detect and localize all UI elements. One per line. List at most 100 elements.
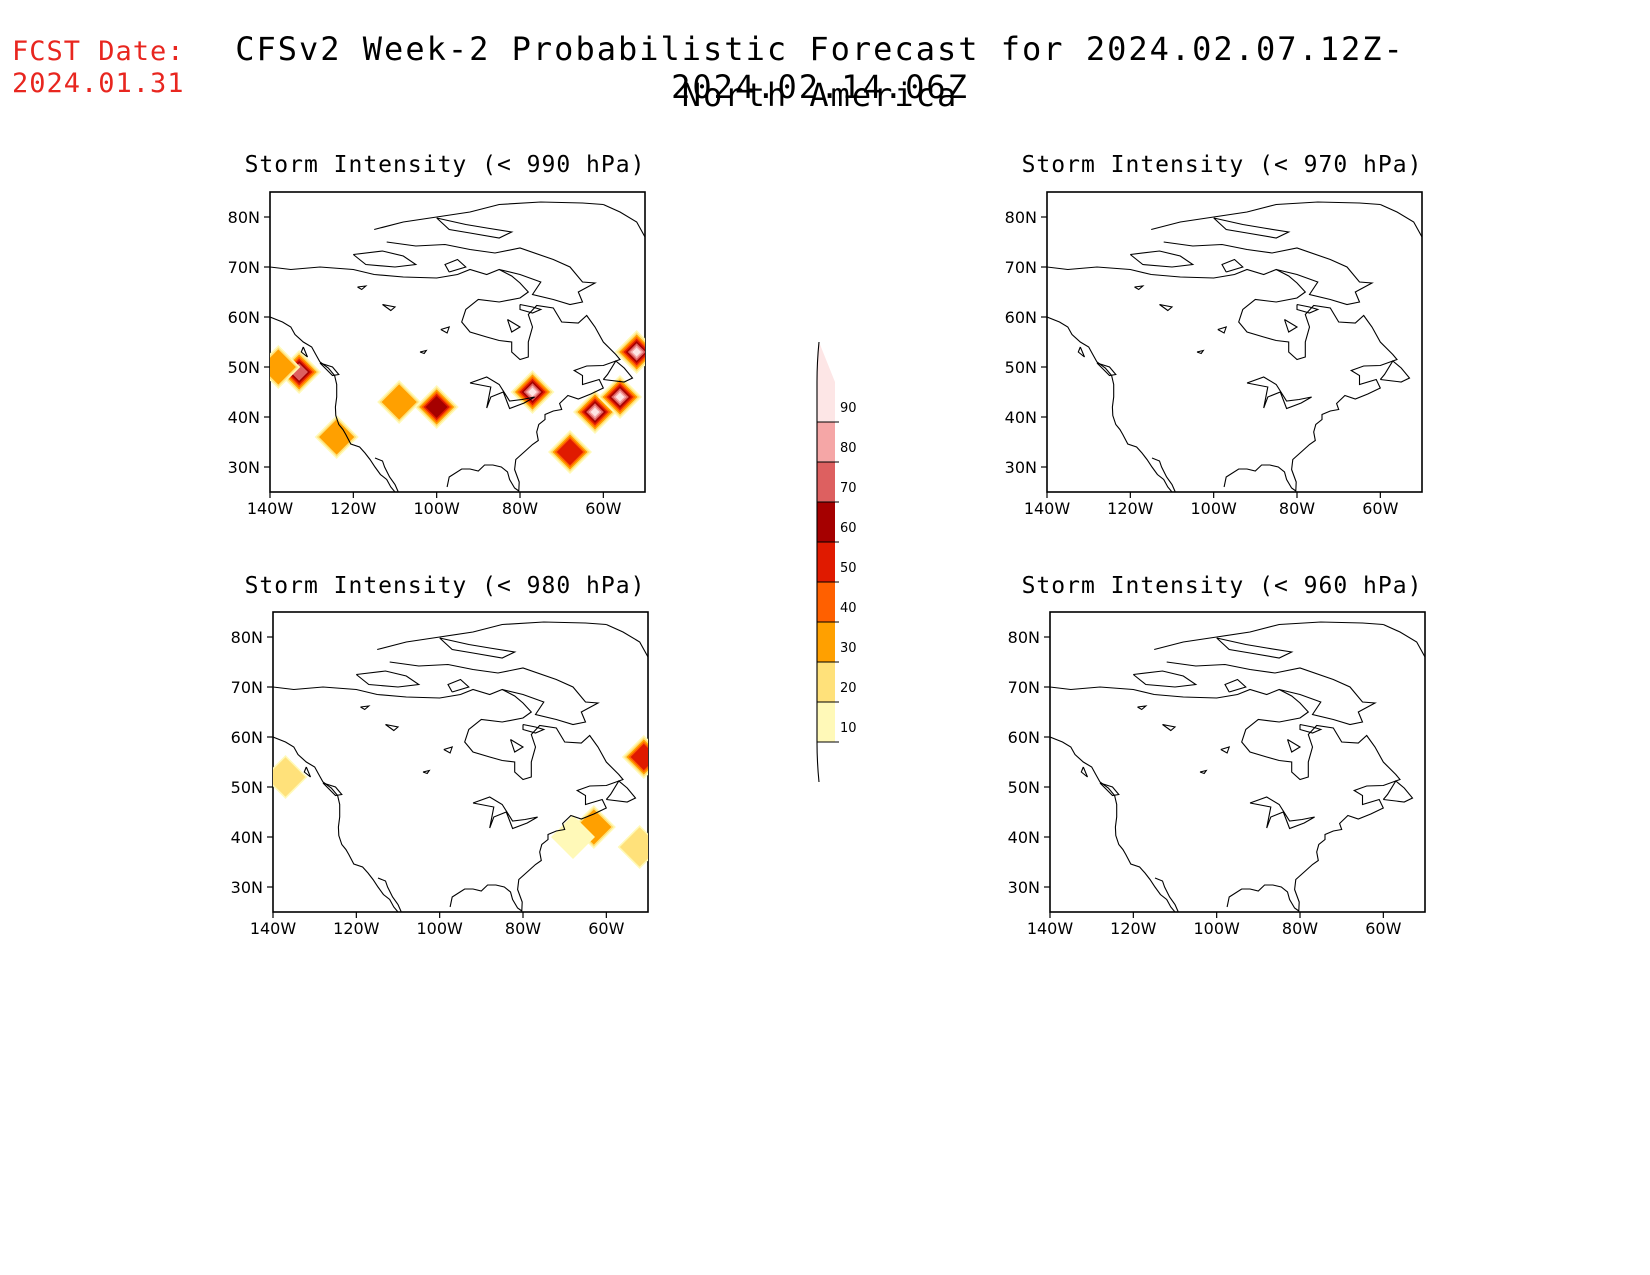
colorbar-bottom-tip (816, 741, 820, 783)
panel-title-970: Storm Intensity (< 970 hPa) (1021, 152, 1423, 178)
probability-shade (381, 384, 417, 420)
coastline (436, 217, 514, 239)
coastline (270, 266, 621, 492)
lat-label: 30N (1005, 458, 1037, 477)
coastline (355, 670, 421, 688)
coastline (1151, 201, 1381, 231)
coastline (522, 723, 546, 734)
coastline (1132, 670, 1198, 688)
lat-label: 60N (228, 308, 260, 327)
lon-label: 60W (585, 499, 621, 518)
colorbar-label: 20 (840, 681, 857, 696)
colorbar-swatch (817, 382, 835, 422)
lat-label: 80N (228, 208, 260, 227)
coastline (374, 457, 399, 492)
fcst-date: FCST Date: 2024.01.31 (12, 36, 185, 100)
colorbar-swatch (817, 462, 835, 502)
page-subtitle: North America (681, 76, 959, 114)
colorbar-label: 40 (840, 601, 857, 616)
probability-shade (270, 349, 296, 385)
coastline (1380, 203, 1422, 238)
coastline (506, 319, 522, 333)
colorbar-label: 30 (840, 641, 857, 656)
lat-label: 40N (1005, 408, 1037, 427)
lat-label: 30N (228, 458, 260, 477)
coastline (469, 376, 535, 410)
colorbar-label: 10 (840, 721, 857, 736)
lon-label: 140W (250, 919, 297, 938)
panel-title-980: Storm Intensity (< 980 hPa) (244, 573, 646, 599)
coastline (273, 686, 624, 912)
lat-label: 40N (228, 408, 260, 427)
lat-label: 60N (1008, 728, 1040, 747)
map-content (273, 621, 648, 912)
probability-shade (425, 396, 448, 418)
lon-label: 80W (502, 499, 538, 518)
coastline (352, 250, 418, 268)
probability-shade (615, 392, 625, 402)
coastline (1159, 303, 1174, 312)
colorbar: 10 20 30 40 50 60 70 80 90 (816, 341, 857, 783)
lat-label: 60N (1005, 308, 1037, 327)
coastline (389, 661, 600, 726)
coastline (374, 201, 604, 231)
panel-title-990: Storm Intensity (< 990 hPa) (244, 152, 646, 178)
colorbar-label: 80 (840, 441, 857, 456)
lat-label: 30N (1008, 878, 1040, 897)
coastline (1050, 736, 1176, 912)
lat-label: 60N (231, 728, 263, 747)
coastline (1217, 326, 1228, 334)
map-970: 80N 70N 60N 50N 40N 30N 140W 120W 100W 80W 60W (1005, 191, 1423, 518)
coastline (1283, 319, 1299, 333)
lat-label: 80N (1005, 208, 1037, 227)
probability-shade (590, 407, 600, 417)
coastline (422, 769, 431, 775)
probability-shade (632, 347, 642, 357)
colorbar-swatch (817, 542, 835, 582)
lon-label: 60W (588, 919, 624, 938)
coastline (1383, 623, 1425, 658)
coastline (273, 736, 399, 912)
coastline (1196, 349, 1205, 355)
coastline (386, 241, 597, 306)
coastline (1080, 766, 1089, 778)
coastline (1249, 796, 1315, 830)
map-frame (1046, 191, 1423, 493)
page-title: CFSv2 Week-2 Probabilistic Forecast for … (235, 30, 1405, 106)
fcst-date-value: 2024.01.31 (12, 68, 185, 99)
coastline (382, 303, 397, 312)
lon-label: 100W (416, 919, 463, 938)
coastline (360, 705, 371, 711)
coastline (1163, 241, 1374, 306)
probability-shade (273, 757, 306, 797)
colorbar-label: 60 (840, 521, 857, 536)
map-990: 80N 70N 60N 50N 40N 30N 140W 120W 100W 80W 60W (228, 191, 646, 518)
panel-title-960: Storm Intensity (< 960 hPa) (1021, 573, 1423, 599)
lat-label: 70N (1008, 678, 1040, 697)
colorbar-swatch (817, 622, 835, 662)
lat-label: 70N (231, 678, 263, 697)
lon-label: 140W (247, 499, 294, 518)
lon-label: 140W (1024, 499, 1071, 518)
lon-label: 100W (1190, 499, 1237, 518)
coastline (1047, 266, 1398, 492)
coastline (1221, 258, 1244, 273)
coastline (1224, 678, 1247, 693)
coastline (419, 349, 428, 355)
lon-label: 120W (1107, 499, 1154, 518)
coastline (472, 796, 538, 830)
lat-label: 40N (231, 828, 263, 847)
colorbar-swatch (817, 502, 835, 542)
coastline (1382, 780, 1414, 803)
lat-label: 50N (1005, 358, 1037, 377)
coastline (603, 203, 645, 238)
colorbar-top-tip (817, 342, 835, 382)
colorbar-swatch (817, 702, 835, 742)
lon-label: 120W (330, 499, 377, 518)
probability-shade (528, 387, 537, 397)
coastline (1246, 376, 1312, 410)
lon-label: 80W (1279, 499, 1315, 518)
coastline (602, 360, 634, 383)
coastline (1216, 637, 1294, 659)
coastline (1379, 360, 1411, 383)
